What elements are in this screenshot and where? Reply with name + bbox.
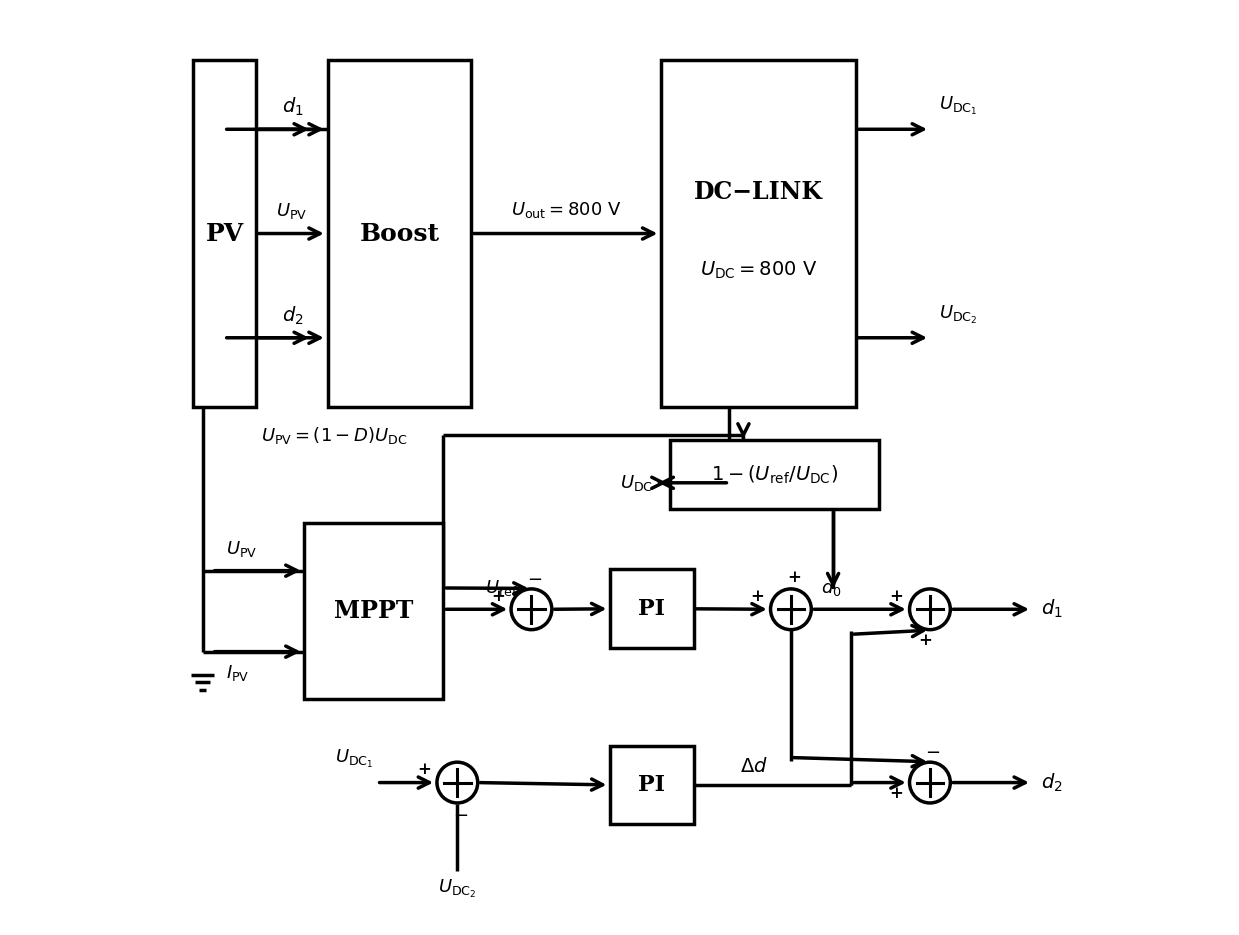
- Text: $U_{\rm PV}=(1-D)U_{\rm DC}$: $U_{\rm PV}=(1-D)U_{\rm DC}$: [261, 424, 408, 446]
- Text: +: +: [418, 761, 431, 778]
- Text: $U_{{\rm DC}_1}$: $U_{{\rm DC}_1}$: [939, 95, 978, 117]
- Bar: [305, 523, 444, 699]
- Text: PV: PV: [206, 222, 244, 246]
- Text: $d_1$: $d_1$: [1041, 598, 1063, 621]
- Text: MPPT: MPPT: [335, 599, 414, 623]
- Text: +: +: [918, 632, 932, 649]
- Text: $1-(U_{\rm ref}/U_{\rm DC})$: $1-(U_{\rm ref}/U_{\rm DC})$: [711, 464, 839, 485]
- Text: $U_{\rm DC}=800\ \rm V$: $U_{\rm DC}=800\ \rm V$: [700, 260, 818, 281]
- Bar: [193, 60, 256, 408]
- Text: $U_{\rm out}=800\ \rm V$: $U_{\rm out}=800\ \rm V$: [510, 200, 622, 221]
- Text: $U_{\rm PV}$: $U_{\rm PV}$: [276, 201, 307, 222]
- Text: +: +: [787, 569, 800, 586]
- Circle shape: [771, 589, 812, 629]
- Text: $d_0$: $d_0$: [820, 577, 841, 597]
- Bar: [662, 60, 856, 408]
- Text: Boost: Boost: [359, 222, 440, 246]
- Circle shape: [437, 762, 478, 803]
- Text: $-$: $-$: [926, 742, 940, 760]
- Text: $d_2$: $d_2$: [1041, 771, 1063, 794]
- Bar: [611, 569, 694, 648]
- Bar: [611, 745, 694, 825]
- Text: $d_2$: $d_2$: [282, 305, 304, 326]
- Text: $U_{{\rm DC}_2}$: $U_{{\rm DC}_2}$: [939, 304, 978, 325]
- Text: +: +: [890, 785, 903, 802]
- Text: +: +: [491, 588, 506, 605]
- Text: $U_{\rm PV}$: $U_{\rm PV}$: [225, 539, 256, 559]
- Circle shape: [909, 589, 950, 629]
- Text: $U_{{\rm DC}_2}$: $U_{{\rm DC}_2}$: [439, 878, 477, 900]
- Text: $U_{\rm DC}$: $U_{\rm DC}$: [620, 473, 653, 493]
- Text: $U_{\rm ref}$: $U_{\rm ref}$: [486, 578, 518, 598]
- Bar: [670, 439, 878, 510]
- Text: $d_1$: $d_1$: [282, 96, 305, 118]
- Text: +: +: [751, 588, 764, 605]
- Text: PI: PI: [638, 774, 665, 796]
- Text: +: +: [890, 588, 903, 605]
- Text: $I_{\rm PV}$: $I_{\rm PV}$: [225, 663, 249, 683]
- Text: $U_{{\rm DC}_1}$: $U_{{\rm DC}_1}$: [335, 748, 374, 770]
- Circle shape: [510, 589, 551, 629]
- Circle shape: [909, 762, 950, 803]
- Text: DC−LINK: DC−LINK: [694, 180, 823, 204]
- Text: $-$: $-$: [527, 568, 541, 587]
- Text: $-$: $-$: [452, 805, 467, 823]
- Text: PI: PI: [638, 597, 665, 620]
- Bar: [327, 60, 471, 408]
- Text: $\Delta d$: $\Delta d$: [740, 756, 768, 776]
